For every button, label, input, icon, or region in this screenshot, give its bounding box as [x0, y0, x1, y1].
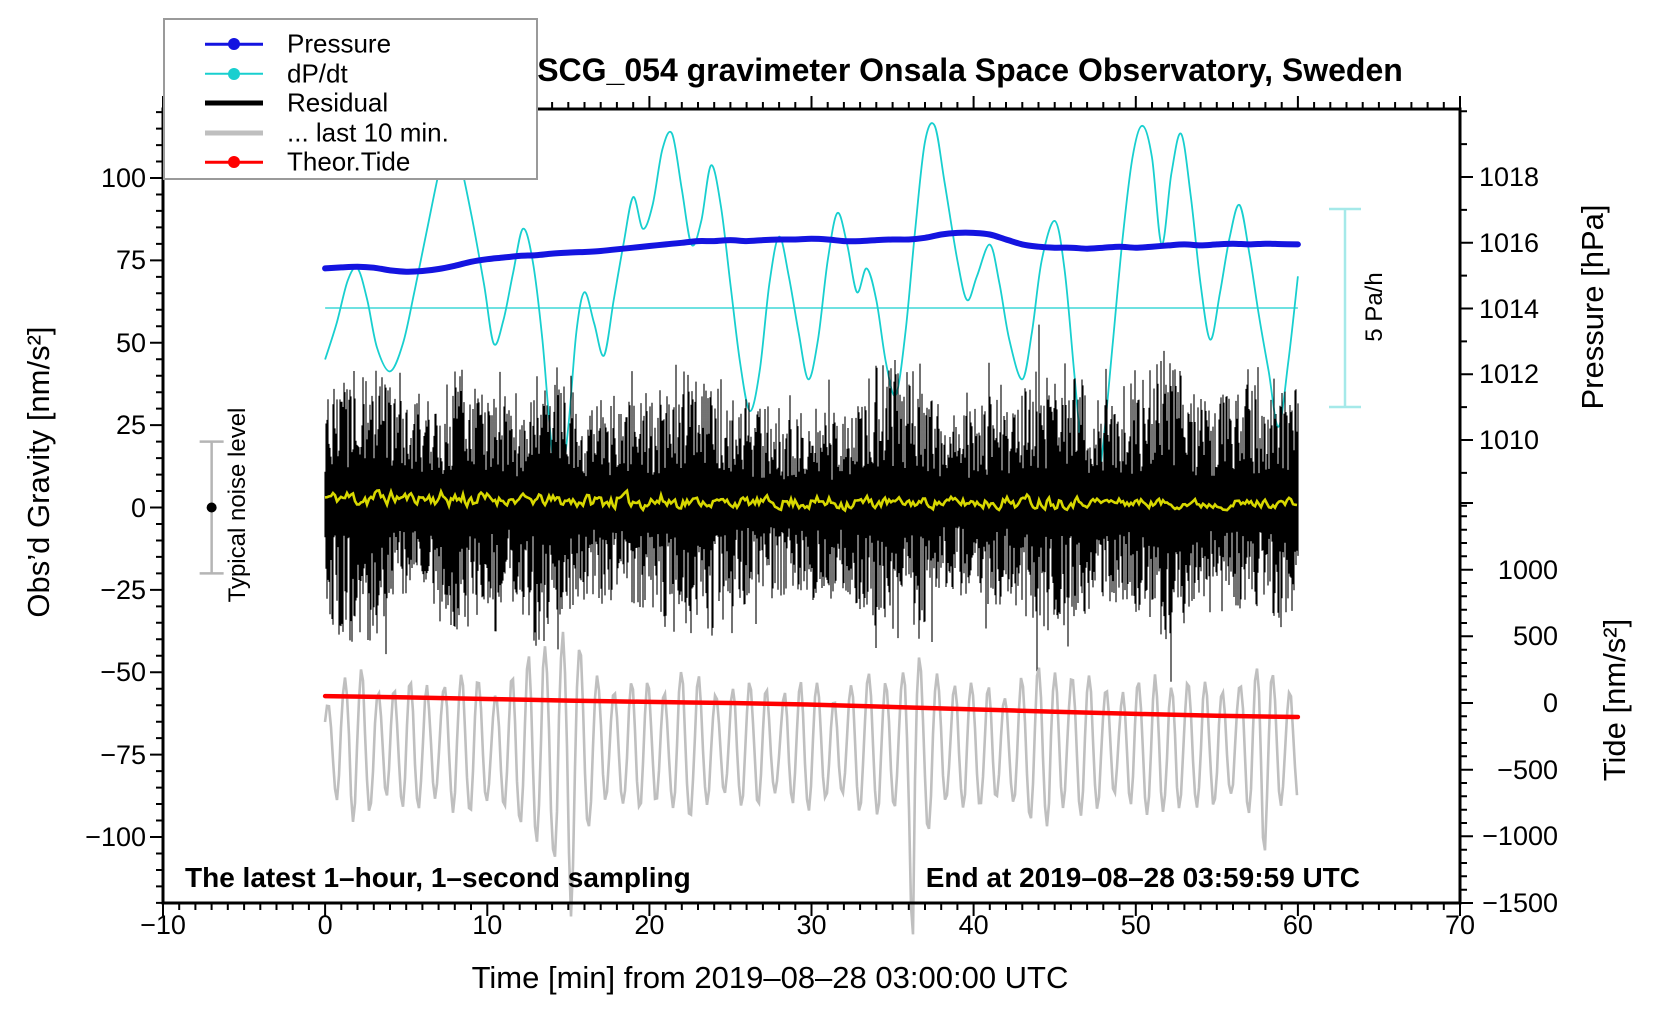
legend: Pressure dP/dt Residual... last 10 min. The… — [163, 18, 538, 180]
x-axis-title: Time [min] from 2019–08–28 03:00:00 UTC — [471, 960, 1069, 995]
x-tick-label: 20 — [634, 910, 665, 940]
tide-tick-label: −1500 — [1482, 887, 1558, 918]
legend-marker-dot — [228, 67, 240, 80]
tide-series — [322, 693, 1301, 720]
x-tick-label: −10 — [140, 910, 186, 940]
x-tick-label: 0 — [317, 910, 333, 940]
gravity-tick-label: 100 — [100, 163, 146, 193]
legend-item-residual: Residual — [165, 87, 536, 118]
legend-item-label: Theor.Tide — [287, 146, 411, 177]
legend-marker-dot — [228, 38, 240, 50]
gravity-tick-label: −75 — [100, 739, 146, 770]
tide-tick-label: −1000 — [1482, 821, 1558, 852]
residual-smoothed-series — [324, 487, 1298, 513]
dpdt-scale-bar — [1329, 207, 1361, 409]
x-tick-label: 50 — [1120, 910, 1151, 940]
x-tick-label: 30 — [796, 910, 827, 940]
pressure-tick-label: 1018 — [1479, 162, 1540, 192]
pressure-tick-label: 1016 — [1479, 227, 1540, 258]
legend-item-dpdt: dP/dt — [165, 58, 536, 88]
pressure-axis-title: Pressure [hPa] — [1575, 204, 1610, 410]
tide-tick-label: 500 — [1512, 621, 1558, 652]
tide-axis-title: Tide [nm/s²] — [1597, 618, 1632, 782]
gravity-tick-label: −100 — [85, 822, 146, 852]
sampling-note: The latest 1–hour, 1–second sampling — [185, 862, 691, 893]
x-tick-label: 40 — [958, 910, 989, 940]
scale-bar-label: 5 Pa/h — [1361, 272, 1388, 342]
noise-bar-dot — [206, 502, 217, 513]
gravity-axis-title: Obs’d Gravity [nm/s²] — [21, 326, 56, 618]
legend-item-label: Pressure — [287, 28, 392, 59]
legend-item-label: dP/dt — [287, 58, 348, 88]
legend-item-tide: Theor.Tide — [165, 146, 536, 177]
pressure-series — [322, 229, 1301, 275]
tide-tick-label: −500 — [1497, 754, 1558, 785]
end-note: End at 2019–08–28 03:59:59 UTC — [925, 862, 1360, 893]
gravity-tick-label: −25 — [100, 574, 146, 605]
dpdt-series — [324, 122, 1299, 516]
tide-tick-label: 0 — [1542, 688, 1558, 718]
tide-tick-label: 1000 — [1497, 554, 1558, 585]
gravity-tick-label: 0 — [130, 492, 146, 523]
pressure-tick-label: 1010 — [1479, 425, 1540, 455]
legend-marker-dot — [228, 156, 240, 168]
pressure-tick-label: 1012 — [1479, 359, 1540, 390]
legend-item-label: ... last 10 min. — [287, 117, 449, 147]
chart-title: SCG_054 gravimeter Onsala Space Observat… — [537, 52, 1403, 88]
gravity-tick-label: 50 — [115, 327, 146, 358]
legend-item-last10: ... last 10 min. — [165, 117, 536, 147]
pressure-tick-label: 1014 — [1479, 293, 1540, 324]
gravity-tick-label: 75 — [115, 245, 146, 276]
x-tick-label: 70 — [1444, 910, 1476, 940]
x-tick-label: 10 — [472, 910, 503, 940]
x-tick-label: 60 — [1282, 910, 1313, 940]
axis-ticks — [150, 96, 1473, 916]
gravity-tick-label: 25 — [115, 410, 146, 441]
noise-bar-label: Typical noise level — [224, 407, 251, 603]
gravity-tick-label: −50 — [100, 657, 146, 688]
legend-line-sample — [205, 130, 263, 135]
last10-series — [323, 631, 1299, 935]
legend-line-sample — [205, 100, 263, 106]
legend-item-pressure: Pressure — [165, 28, 536, 59]
legend-item-label: Residual — [287, 87, 389, 118]
